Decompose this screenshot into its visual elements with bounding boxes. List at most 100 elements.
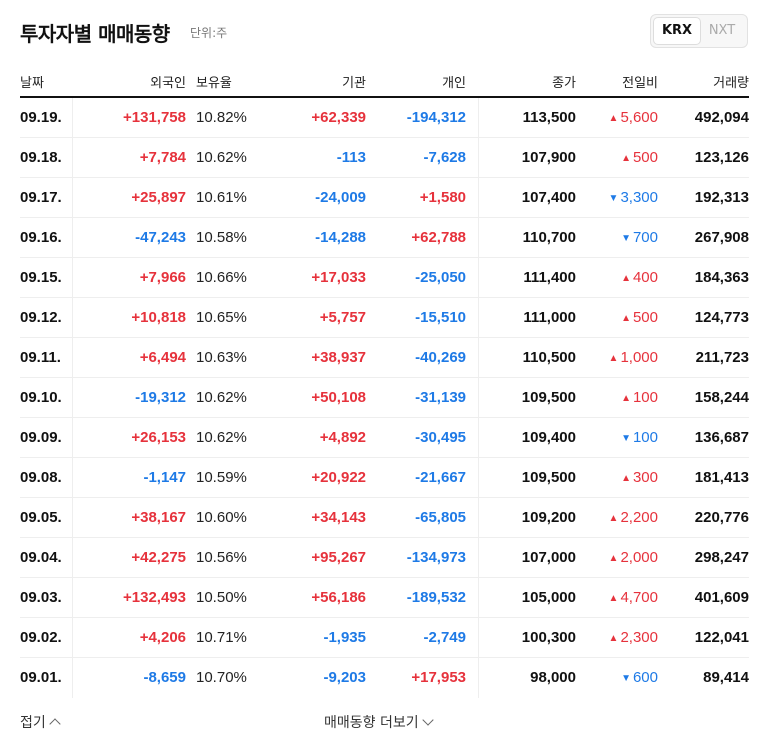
date-cell: 09.04. bbox=[20, 549, 62, 566]
institution-cell: +20,922 bbox=[311, 469, 366, 486]
table-row: 09.02. +4,206 10.71% -1,935 -2,749 100,300 ▲ 2,… bbox=[20, 618, 749, 658]
fold-button[interactable]: 접기 bbox=[20, 712, 61, 732]
volume-cell: 181,413 bbox=[694, 469, 749, 486]
unit-label: 단위:주 bbox=[190, 26, 228, 40]
individual-cell: -21,667 bbox=[415, 469, 466, 486]
table-row: 09.03. +132,493 10.50% +56,186 -189,532 105,0… bbox=[20, 578, 749, 618]
institution-cell: +56,186 bbox=[311, 589, 366, 606]
col-close: 종가 bbox=[552, 76, 576, 91]
holding-cell: 10.66% bbox=[196, 269, 247, 286]
individual-cell: -134,973 bbox=[406, 549, 466, 566]
table-row: 09.05. +38,167 10.60% +34,143 -65,805 109,200… bbox=[20, 498, 749, 538]
table-row: 09.19. +131,758 10.82% +62,339 -194,312 113,5… bbox=[20, 98, 749, 138]
holding-cell: 10.71% bbox=[196, 629, 247, 646]
change-cell: ▲ 500 bbox=[580, 138, 658, 178]
tab-nxt[interactable]: NXT bbox=[708, 23, 736, 38]
close-cell: 109,500 bbox=[521, 469, 576, 486]
volume-cell: 124,773 bbox=[694, 309, 749, 326]
foreign-cell: -19,312 bbox=[135, 389, 186, 406]
column-divider bbox=[72, 538, 73, 578]
individual-cell: -65,805 bbox=[415, 509, 466, 526]
column-divider bbox=[72, 98, 73, 138]
column-divider bbox=[72, 218, 73, 258]
triangle-up-icon: ▲ bbox=[608, 113, 619, 124]
triangle-up-icon: ▲ bbox=[608, 513, 619, 524]
close-cell: 110,500 bbox=[522, 349, 576, 366]
column-divider bbox=[478, 298, 479, 338]
column-divider bbox=[478, 498, 479, 538]
change-cell: ▲ 4,700 bbox=[580, 578, 658, 618]
close-cell: 107,400 bbox=[521, 189, 576, 206]
volume-cell: 492,094 bbox=[694, 109, 749, 126]
column-divider bbox=[478, 138, 479, 178]
date-cell: 09.03. bbox=[20, 589, 62, 606]
change-value: 100 bbox=[632, 429, 658, 446]
change-value: 3,300 bbox=[620, 189, 658, 206]
date-cell: 09.15. bbox=[20, 269, 62, 286]
market-toggle: KRX NXT bbox=[650, 14, 748, 48]
foreign-cell: +26,153 bbox=[131, 429, 186, 446]
close-cell: 111,000 bbox=[523, 309, 576, 326]
date-cell: 09.16. bbox=[20, 229, 62, 246]
individual-cell: -40,269 bbox=[415, 349, 466, 366]
more-trading-button[interactable]: 매매동향 더보기 bbox=[324, 712, 434, 732]
date-cell: 09.19. bbox=[20, 109, 62, 126]
institution-cell: -1,935 bbox=[323, 629, 366, 646]
institution-cell: -24,009 bbox=[315, 189, 366, 206]
fold-label: 접기 bbox=[20, 715, 46, 731]
institution-cell: +17,033 bbox=[311, 269, 366, 286]
table-row: 09.01. -8,659 10.70% -9,203 +17,953 98,000 ▼ 60… bbox=[20, 658, 749, 698]
widget-footer: 접기 매매동향 더보기 bbox=[20, 708, 748, 738]
foreign-cell: +6,494 bbox=[139, 349, 186, 366]
col-holding: 보유율 bbox=[196, 76, 232, 91]
holding-cell: 10.56% bbox=[196, 549, 247, 566]
individual-cell: +17,953 bbox=[411, 669, 466, 686]
foreign-cell: +131,758 bbox=[123, 109, 186, 126]
column-divider bbox=[72, 378, 73, 418]
table-body: 09.19. +131,758 10.82% +62,339 -194,312 113,5… bbox=[20, 98, 749, 698]
change-cell: ▼ 100 bbox=[580, 418, 658, 458]
change-cell: ▲ 2,200 bbox=[580, 498, 658, 538]
institution-cell: +50,108 bbox=[311, 389, 366, 406]
change-cell: ▲ 2,300 bbox=[580, 618, 658, 658]
close-cell: 109,500 bbox=[521, 389, 576, 406]
date-cell: 09.11. bbox=[20, 349, 61, 366]
foreign-cell: +25,897 bbox=[131, 189, 186, 206]
change-cell: ▲ 500 bbox=[580, 298, 658, 338]
change-value: 4,700 bbox=[620, 589, 658, 606]
close-cell: 109,400 bbox=[521, 429, 576, 446]
date-cell: 09.17. bbox=[20, 189, 62, 206]
foreign-cell: -8,659 bbox=[143, 669, 186, 686]
column-divider bbox=[72, 618, 73, 658]
change-cell: ▼ 600 bbox=[580, 658, 658, 698]
close-cell: 110,700 bbox=[522, 229, 576, 246]
tab-krx[interactable]: KRX bbox=[654, 18, 700, 44]
foreign-cell: -47,243 bbox=[135, 229, 186, 246]
table-row: 09.18. +7,784 10.62% -113 -7,628 107,900 ▲ 500 1… bbox=[20, 138, 749, 178]
table-row: 09.04. +42,275 10.56% +95,267 -134,973 107,00… bbox=[20, 538, 749, 578]
change-cell: ▲ 400 bbox=[580, 258, 658, 298]
triangle-down-icon: ▼ bbox=[621, 673, 631, 684]
column-divider bbox=[478, 618, 479, 658]
change-value: 2,300 bbox=[620, 629, 658, 646]
close-cell: 111,400 bbox=[523, 269, 576, 286]
column-divider bbox=[478, 218, 479, 258]
volume-cell: 211,723 bbox=[695, 349, 749, 366]
table-row: 09.12. +10,818 10.65% +5,757 -15,510 111,000 ▲… bbox=[20, 298, 749, 338]
volume-cell: 123,126 bbox=[694, 149, 749, 166]
column-divider bbox=[72, 418, 73, 458]
column-divider bbox=[72, 298, 73, 338]
close-cell: 107,000 bbox=[521, 549, 576, 566]
foreign-cell: -1,147 bbox=[143, 469, 186, 486]
widget-header: 투자자별 매매동향 단위:주 KRX NXT bbox=[20, 14, 748, 50]
close-cell: 113,500 bbox=[522, 109, 576, 126]
triangle-up-icon: ▲ bbox=[608, 353, 619, 364]
col-institution: 기관 bbox=[342, 76, 366, 91]
column-divider bbox=[72, 498, 73, 538]
column-divider bbox=[72, 338, 73, 378]
triangle-up-icon: ▲ bbox=[621, 393, 631, 404]
change-value: 500 bbox=[632, 309, 658, 326]
institution-cell: -14,288 bbox=[315, 229, 366, 246]
change-cell: ▲ 1,000 bbox=[580, 338, 658, 378]
